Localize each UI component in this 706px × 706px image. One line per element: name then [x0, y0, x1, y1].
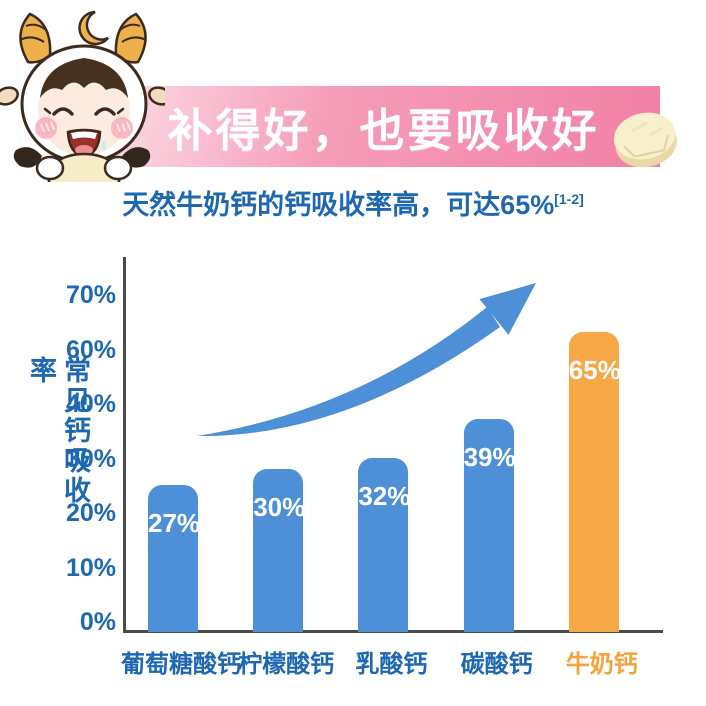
blush-lines	[116, 121, 131, 133]
horn-stripe	[121, 36, 147, 43]
category-label-葡萄糖酸钙: 葡萄糖酸钙	[121, 651, 241, 678]
bar-value-label: 65%	[568, 355, 621, 386]
calcium-tablet-illustration	[613, 112, 677, 168]
y-tick-label: 60%	[65, 335, 116, 364]
eyelash	[116, 107, 125, 115]
subtitle: 天然牛奶钙的钙吸收率高，可达65%[1-2]	[0, 183, 706, 222]
right-hand	[103, 155, 133, 181]
y-tick-label: 30%	[65, 444, 116, 473]
banner-title: 补得好，也要吸收好	[167, 105, 600, 156]
mascot-cow-girl	[0, 10, 165, 182]
bar-value-label: 39%	[463, 442, 516, 473]
bar-碳酸钙: 39%	[463, 419, 516, 632]
horn-stripe	[119, 23, 141, 31]
y-tick-label: 0%	[79, 608, 116, 636]
bar-乳酸钙: 32%	[358, 457, 411, 632]
horn-stripe	[25, 23, 47, 31]
left-ear-icon	[0, 86, 19, 106]
bar-牛奶钙: 65%	[568, 332, 621, 632]
teeth	[71, 131, 97, 139]
y-tick-label: 20%	[65, 499, 116, 527]
y-axis-title: 常见钙吸收率	[26, 356, 90, 506]
bar-柠檬酸钙: 30%	[253, 468, 306, 632]
left-hand	[35, 155, 65, 181]
bar-葡萄糖酸钙: 27%	[148, 484, 201, 632]
bar-value-label: 30%	[253, 491, 306, 522]
subtitle-text: 天然牛奶钙的钙吸收率高，可达65%	[122, 190, 555, 220]
tongue	[75, 145, 93, 155]
eyelash	[43, 107, 52, 115]
category-label-柠檬酸钙: 柠檬酸钙	[238, 651, 335, 678]
y-axis-line	[123, 257, 126, 633]
title-banner: 补得好，也要吸收好	[107, 86, 660, 167]
category-label-碳酸钙: 碳酸钙	[460, 651, 533, 678]
drool-drop	[101, 140, 107, 150]
right-ear-icon	[148, 86, 165, 106]
bar-value-label: 27%	[148, 507, 201, 538]
category-label-牛奶钙: 牛奶钙	[565, 651, 638, 678]
y-tick-label: 40%	[65, 390, 116, 418]
left-eye-icon	[52, 107, 74, 116]
cow-patch	[13, 147, 42, 168]
crescent-moon-icon	[78, 10, 109, 46]
y-tick-label: 70%	[65, 281, 116, 309]
horn-stripe	[19, 36, 45, 43]
y-tick-label: 10%	[65, 553, 116, 582]
subtitle-reference: [1-2]	[554, 191, 584, 207]
right-eye-icon	[94, 107, 116, 116]
blush-lines	[40, 121, 55, 133]
hair-bangs	[40, 58, 128, 98]
bar-value-label: 32%	[358, 480, 411, 511]
category-label-乳酸钙: 乳酸钙	[355, 651, 428, 678]
